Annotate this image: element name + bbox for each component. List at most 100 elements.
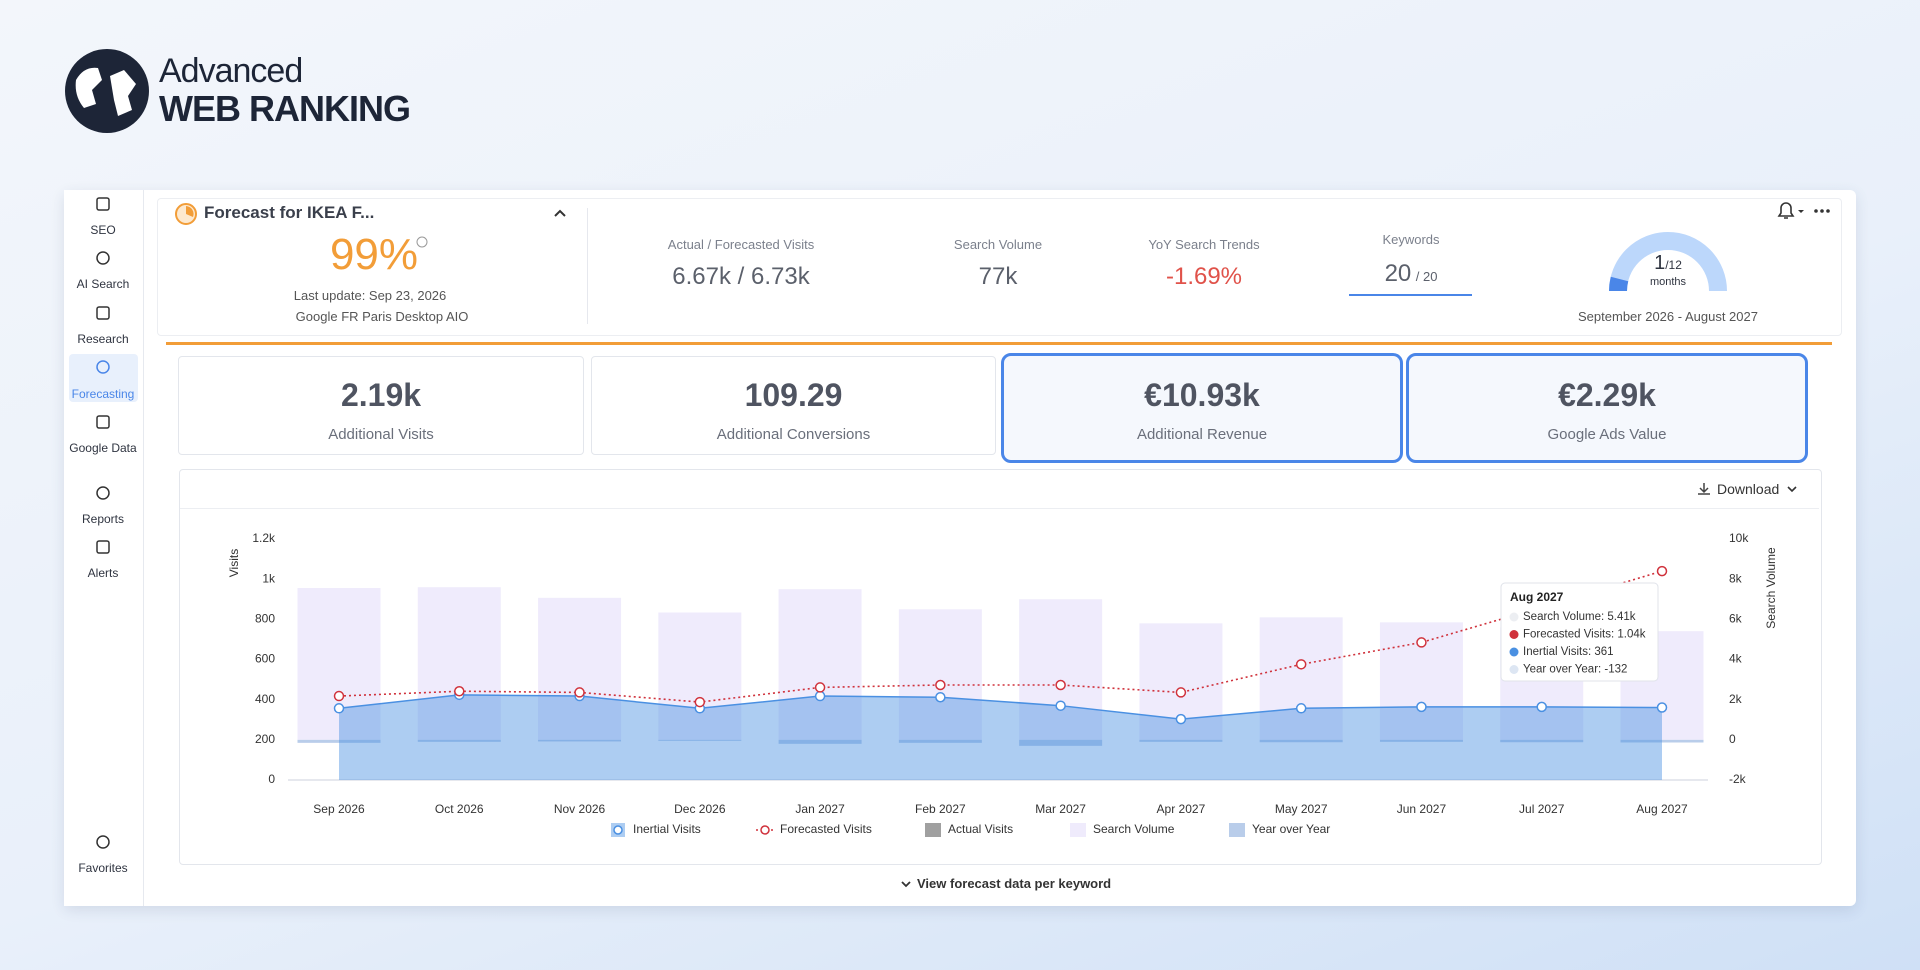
nav-icon[interactable] <box>94 304 112 322</box>
x-tick-label: Jun 2027 <box>1397 802 1447 816</box>
bars <box>288 587 1708 781</box>
legend-swatch <box>925 823 941 837</box>
logo-mark <box>65 49 149 133</box>
metric-label: Search Volume <box>953 237 1043 252</box>
y-axis-title: Visits <box>227 549 241 577</box>
legend-label: Year over Year <box>1252 822 1330 836</box>
point <box>1175 687 1187 698</box>
point <box>1295 659 1307 670</box>
period-current: 1 <box>1654 252 1666 274</box>
nav-icon[interactable] <box>94 358 112 376</box>
kpi-value: 2.19k <box>340 377 422 413</box>
point <box>454 685 465 697</box>
x-tick-label: Sep 2026 <box>313 802 365 816</box>
active-nav-bg <box>69 354 138 402</box>
legend-label: Search Volume <box>1093 822 1175 836</box>
point <box>1295 703 1307 714</box>
tooltip-dot <box>1509 630 1519 639</box>
metric-label: Actual / Forecasted Visits <box>667 237 815 252</box>
y2-tick-label: 6k <box>1729 612 1743 626</box>
bar <box>778 589 862 740</box>
point <box>935 679 946 691</box>
point <box>1416 637 1427 648</box>
areas <box>339 694 1662 780</box>
nav-label[interactable]: Favorites <box>78 861 128 875</box>
collapse-chevron[interactable] <box>552 206 568 220</box>
legend-label: Forecasted Visits <box>780 822 872 836</box>
download-button[interactable]: Download <box>1717 481 1780 497</box>
nav-icon[interactable] <box>94 833 112 851</box>
tooltip-dot <box>1509 665 1519 674</box>
tooltip-dot <box>1509 612 1519 622</box>
tooltip-line: Year over Year: -132 <box>1523 664 1627 676</box>
y-tick-label: 1.2k <box>252 531 276 545</box>
period-total: /12 <box>1665 258 1682 272</box>
bar <box>1019 599 1103 740</box>
bar <box>1139 739 1223 742</box>
nav-icon[interactable] <box>94 484 112 502</box>
divider <box>587 208 588 324</box>
expand-chevron[interactable] <box>900 878 912 890</box>
kpi-label: Additional Conversions <box>716 426 871 443</box>
nav-label[interactable]: Google Data <box>69 441 137 455</box>
y-tick-label: 200 <box>255 732 275 746</box>
legend-swatch <box>1229 823 1245 837</box>
nav-icon[interactable] <box>94 195 112 213</box>
nav-label[interactable]: AI Search <box>76 277 130 291</box>
kpi-card[interactable] <box>1406 353 1808 463</box>
kpi-card[interactable] <box>1001 353 1403 463</box>
view-per-keyword[interactable]: View forecast data per keyword <box>917 876 1112 891</box>
logo-line1: Advanced <box>159 52 303 90</box>
nav-icon[interactable] <box>94 413 112 431</box>
line <box>338 694 1663 720</box>
kpi-value: €2.29k <box>1558 377 1656 413</box>
bar <box>1259 617 1343 740</box>
y2-tick-label: 8k <box>1729 571 1743 585</box>
tooltip-line: Search Volume: 5.41k <box>1523 611 1636 623</box>
nav-icon[interactable] <box>94 249 112 267</box>
point <box>1175 713 1187 725</box>
header-actions[interactable] <box>1774 200 1834 222</box>
tooltip-line: Forecasted Visits: 1.04k <box>1523 629 1646 641</box>
bar <box>297 739 381 743</box>
nav-label[interactable]: SEO <box>90 223 116 237</box>
point <box>333 703 345 714</box>
period-unit: months <box>1649 276 1687 288</box>
bar <box>658 739 742 741</box>
tooltip-dot <box>1509 647 1519 657</box>
last-update: Last update: Sep 23, 2026 <box>293 288 447 303</box>
forecast-title[interactable]: Forecast for IKEA F... <box>204 203 375 222</box>
bar <box>1259 739 1343 743</box>
legend-label: Actual Visits <box>948 822 1013 836</box>
download-icon[interactable] <box>1696 481 1712 497</box>
nav-icon[interactable] <box>94 538 112 556</box>
score: 99% <box>329 230 419 279</box>
legend-label: Inertial Visits <box>633 822 701 836</box>
nav-label[interactable]: Reports <box>81 512 125 526</box>
x-tick-label: Mar 2027 <box>1035 802 1086 816</box>
kpi-card[interactable] <box>178 356 584 455</box>
sidebar <box>64 190 144 906</box>
download-chevron[interactable] <box>1786 483 1798 495</box>
nav-label[interactable]: Forecasting <box>71 387 135 401</box>
x-tick-label: Dec 2026 <box>674 802 726 816</box>
nav-label[interactable]: Alerts <box>87 566 119 580</box>
kpi-card[interactable] <box>591 356 996 455</box>
period-value: 1/12 <box>1654 252 1682 275</box>
x-tick-label: Jan 2027 <box>795 802 845 816</box>
bar <box>1500 739 1584 743</box>
help-icon[interactable] <box>416 236 428 248</box>
bar <box>538 597 622 740</box>
keywords-value[interactable]: 20 / 20 <box>1385 260 1438 288</box>
point <box>1536 701 1547 713</box>
bar <box>778 739 862 744</box>
line <box>338 570 1663 703</box>
point <box>935 692 946 703</box>
nav-label[interactable]: Research <box>77 332 129 346</box>
metric-value: 77k <box>978 263 1018 290</box>
kpi-label: Additional Revenue <box>1136 426 1268 443</box>
period-gauge <box>1609 232 1727 292</box>
point <box>694 696 706 708</box>
area <box>339 694 1662 780</box>
